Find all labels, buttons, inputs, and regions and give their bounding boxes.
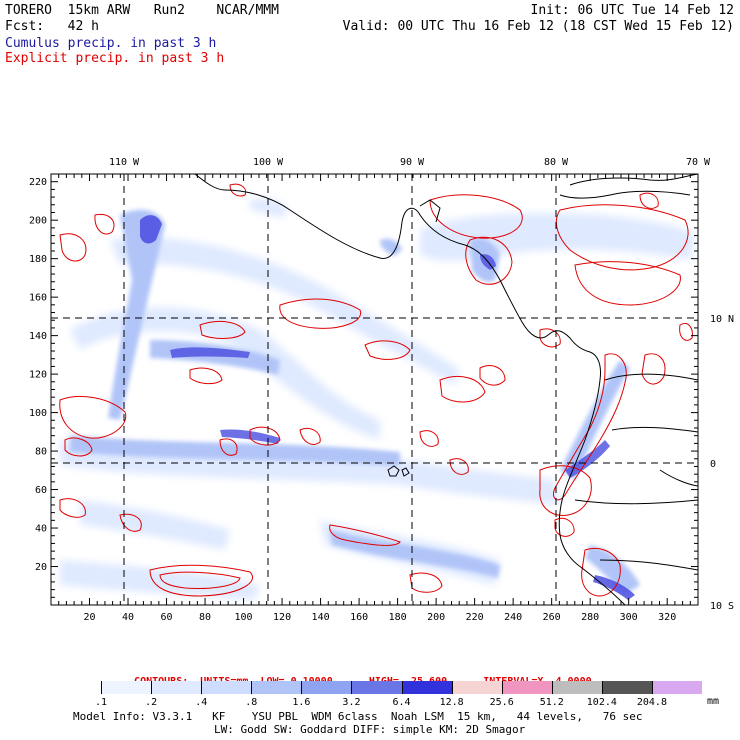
bottom-tick-label: 180: [389, 612, 407, 623]
colorbar-cell: [451, 681, 502, 694]
colorbar-label: 25.6: [489, 697, 514, 708]
bottom-tick-label: 260: [543, 612, 561, 623]
cumulus-precip-medium: [70, 209, 640, 595]
bottom-tick-label: 20: [83, 612, 95, 623]
colorbar-label: 102.4: [586, 697, 617, 708]
bottom-tick-label: 300: [620, 612, 638, 623]
colorbar: [51, 681, 702, 694]
bottom-tick-label: 40: [122, 612, 134, 623]
left-tick-label: 180: [29, 254, 47, 265]
colorbar-cell: [651, 681, 702, 694]
colorbar-label: .4: [195, 697, 208, 708]
forecast-hour: Fcst: 42 h: [5, 19, 99, 34]
bottom-tick-label: 80: [199, 612, 211, 623]
colorbar-label: 12.8: [439, 697, 464, 708]
colorbar-label: 204.8: [636, 697, 667, 708]
colorbar-label: 51.2: [539, 697, 564, 708]
right-lat-label: 10 S: [710, 601, 734, 612]
colorbar-label: .1: [95, 697, 108, 708]
bottom-tick-label: 60: [161, 612, 173, 623]
top-lon-label: 90 W: [400, 157, 425, 168]
bottom-tick-label: 200: [427, 612, 445, 623]
colorbar-label: 1.6: [292, 697, 311, 708]
left-tick-label: 120: [29, 370, 47, 381]
top-lon-label: 100 W: [253, 157, 284, 168]
top-lon-label: 80 W: [544, 157, 569, 168]
precip-map: 220 200 180 160 140 120 100 80 60 40 20 20 40 60 80 100…: [29, 157, 734, 623]
top-lon-label: 110 W: [109, 157, 140, 168]
left-tick-label: 20: [35, 562, 47, 573]
legend-cumulus: Cumulus precip. in past 3 h: [5, 36, 217, 51]
run-title: TORERO 15km ARW Run2 NCAR/MMM: [5, 3, 279, 18]
bottom-tick-label: 320: [658, 612, 676, 623]
bottom-tick-label: 120: [273, 612, 291, 623]
model-info-line1: Model Info: V3.3.1 KF YSU PBL WDM 6class…: [73, 710, 643, 723]
colorbar-label: 6.4: [392, 697, 411, 708]
colorbar-label: 3.2: [342, 697, 361, 708]
init-time: Init: 06 UTC Tue 14 Feb 12: [530, 3, 735, 18]
left-tick-label: 200: [29, 216, 47, 227]
bottom-tick-label: 220: [466, 612, 484, 623]
right-lat-label: 10 N: [710, 314, 734, 325]
colorbar-label: .2: [145, 697, 158, 708]
coastlines: [194, 174, 698, 605]
colorbar-cell: [251, 681, 302, 694]
model-info-line2: LW: Godd SW: Goddard DIFF: simple KM: 2D…: [214, 723, 526, 736]
left-tick-label: 60: [35, 485, 47, 496]
valid-time: Valid: 00 UTC Thu 16 Feb 12 (18 CST Wed …: [342, 19, 734, 34]
colorbar-cell: [551, 681, 602, 694]
right-lat-label: 0: [710, 459, 716, 470]
left-tick-label: 160: [29, 293, 47, 304]
bottom-tick-label: 140: [312, 612, 330, 623]
colorbar-cell: [301, 681, 352, 694]
top-lon-label: 70 W: [686, 157, 711, 168]
colorbar-unit: mm: [707, 696, 720, 707]
left-tick-label: 100: [29, 408, 47, 419]
axis-labels: 220 200 180 160 140 120 100 80 60 40 20 20 40 60 80 100…: [29, 157, 734, 623]
colorbar-cell: [401, 681, 452, 694]
bottom-tick-label: 240: [504, 612, 522, 623]
left-tick-label: 40: [35, 524, 47, 535]
bottom-tick-label: 160: [350, 612, 368, 623]
colorbar-cell: [51, 681, 102, 694]
bottom-tick-label: 100: [235, 612, 253, 623]
left-tick-label: 220: [29, 177, 47, 188]
colorbar-cell: [351, 681, 402, 694]
left-tick-label: 140: [29, 331, 47, 342]
colorbar-cell: [151, 681, 202, 694]
explicit-precip-contours: [59, 183, 693, 597]
colorbar-label: .8: [245, 697, 258, 708]
colorbar-cell: [201, 681, 252, 694]
colorbar-cell: [101, 681, 152, 694]
bottom-tick-label: 280: [581, 612, 599, 623]
axis-ticks: [51, 174, 698, 605]
legend-explicit: Explicit precip. in past 3 h: [5, 51, 225, 66]
colorbar-cell: [601, 681, 652, 694]
left-tick-label: 80: [35, 447, 47, 458]
colorbar-cell: [501, 681, 552, 694]
